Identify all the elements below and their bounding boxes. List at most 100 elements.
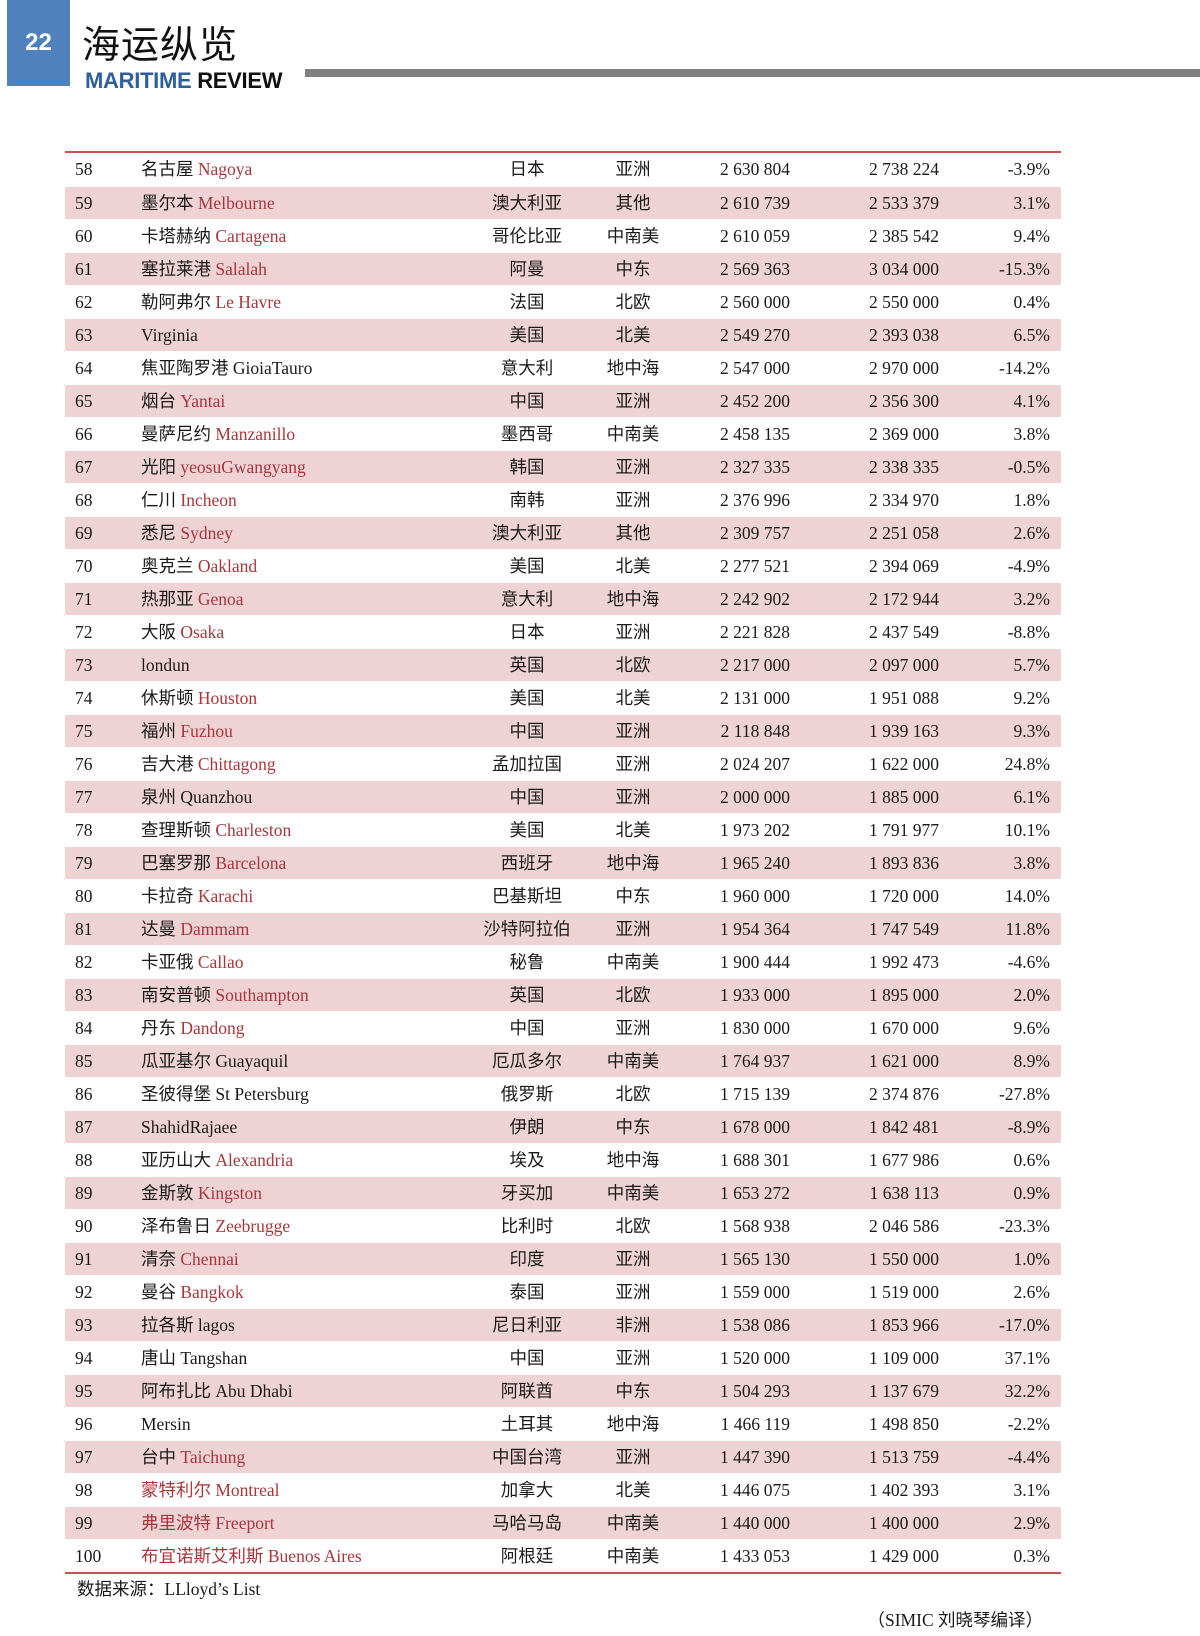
table-row: 92 曼谷 Bangkok 泰国 亚洲 1 559 000 1 519 000 2.6% bbox=[65, 1275, 1061, 1308]
throughput-current-cell: 1 440 000 bbox=[720, 1513, 790, 1533]
port-name-cn: 名古屋 bbox=[141, 159, 194, 179]
region-cell: 非洲 bbox=[615, 1315, 651, 1335]
rank-cell: 68 bbox=[75, 490, 93, 510]
throughput-previous-cell: 1 951 088 bbox=[869, 688, 939, 708]
country-cell: 俄罗斯 bbox=[500, 1084, 554, 1104]
table-row: 80 卡拉奇 Karachi 巴基斯坦 中东 1 960 000 1 720 000 14.… bbox=[65, 879, 1061, 912]
rank-cell: 79 bbox=[75, 853, 93, 873]
port-name-cell: 弗里波特 Freeport bbox=[141, 1507, 275, 1540]
throughput-current-cell: 1 688 301 bbox=[720, 1150, 790, 1170]
port-name-cell: 仁川 Incheon bbox=[141, 484, 237, 517]
rank-cell: 65 bbox=[75, 391, 93, 411]
region-cell: 北欧 bbox=[615, 655, 651, 675]
throughput-current-cell: 2 242 902 bbox=[720, 589, 790, 609]
rank-cell: 74 bbox=[75, 688, 93, 708]
table-row: 67 光阳 yeosuGwangyang 韩国 亚洲 2 327 335 2 338 33… bbox=[65, 450, 1061, 483]
throughput-current-cell: 2 327 335 bbox=[720, 457, 790, 477]
port-name-en: Cartagena bbox=[215, 226, 287, 246]
growth-rate-cell: -3.9% bbox=[1007, 159, 1050, 179]
port-name-en: Taichung bbox=[180, 1447, 246, 1467]
header-divider bbox=[305, 69, 1200, 77]
port-name-cn: 拉各斯 bbox=[141, 1315, 194, 1335]
port-name-en: Chittagong bbox=[197, 754, 276, 774]
table-row: 86 圣彼得堡 St Petersburg 俄罗斯 北欧 1 715 139 2 374 … bbox=[65, 1077, 1061, 1110]
throughput-previous-cell: 2 334 970 bbox=[869, 490, 939, 510]
region-cell: 亚洲 bbox=[615, 1018, 651, 1038]
growth-rate-cell: -15.3% bbox=[998, 259, 1050, 279]
throughput-previous-cell: 2 097 000 bbox=[869, 655, 939, 675]
rank-cell: 87 bbox=[75, 1117, 93, 1137]
throughput-previous-cell: 1 621 000 bbox=[869, 1051, 939, 1071]
throughput-previous-cell: 2 251 058 bbox=[869, 523, 939, 543]
growth-rate-cell: 0.4% bbox=[1013, 292, 1050, 312]
port-name-cn: 弗里波特 bbox=[141, 1513, 211, 1533]
section-title-en-maritime: MARITIME bbox=[85, 68, 192, 93]
growth-rate-cell: -4.9% bbox=[1007, 556, 1050, 576]
country-cell: 英国 bbox=[509, 655, 545, 675]
rank-cell: 84 bbox=[75, 1018, 93, 1038]
throughput-current-cell: 1 933 000 bbox=[720, 985, 790, 1005]
country-cell: 比利时 bbox=[500, 1216, 554, 1236]
port-name-cn: 台中 bbox=[141, 1447, 176, 1467]
port-name-en: Guayaquil bbox=[215, 1051, 289, 1071]
port-name-en: Houston bbox=[197, 688, 258, 708]
growth-rate-cell: 11.8% bbox=[1005, 919, 1050, 939]
throughput-previous-cell: 2 356 300 bbox=[869, 391, 939, 411]
growth-rate-cell: -8.9% bbox=[1007, 1117, 1050, 1137]
country-cell: 伊朗 bbox=[509, 1117, 545, 1137]
port-name-en: Abu Dhabi bbox=[215, 1381, 293, 1401]
port-name-cn: 光阳 bbox=[141, 457, 176, 477]
port-name-cell: 大阪 Osaka bbox=[141, 616, 224, 649]
region-cell: 中南美 bbox=[606, 1183, 660, 1203]
rank-cell: 85 bbox=[75, 1051, 93, 1071]
throughput-current-cell: 1 565 130 bbox=[720, 1249, 790, 1269]
table-row: 59 墨尔本 Melbourne 澳大利亚 其他 2 610 739 2 533 379 3… bbox=[65, 186, 1061, 219]
region-cell: 亚洲 bbox=[615, 1348, 651, 1368]
country-cell: 法国 bbox=[509, 292, 545, 312]
port-name-en: Genoa bbox=[197, 589, 244, 609]
section-title-cn: 海运纵览 bbox=[82, 25, 239, 67]
throughput-previous-cell: 2 550 000 bbox=[869, 292, 939, 312]
region-cell: 中南美 bbox=[606, 1513, 660, 1533]
rank-cell: 80 bbox=[75, 886, 93, 906]
port-name-cell: 清奈 Chennai bbox=[141, 1243, 239, 1276]
port-ranking-table: 58 名古屋 Nagoya 日本 亚洲 2 630 804 2 738 224 -3.9% 5… bbox=[65, 151, 1061, 1574]
region-cell: 亚洲 bbox=[615, 159, 651, 179]
port-name-cn: 泉州 bbox=[141, 787, 176, 807]
throughput-current-cell: 1 447 390 bbox=[720, 1447, 790, 1467]
throughput-previous-cell: 2 046 586 bbox=[869, 1216, 939, 1236]
port-name-en: Osaka bbox=[180, 622, 225, 642]
country-cell: 阿根廷 bbox=[500, 1546, 554, 1566]
port-name-cn: 巴塞罗那 bbox=[141, 853, 211, 873]
throughput-previous-cell: 1 895 000 bbox=[869, 985, 939, 1005]
port-name-en: Freeport bbox=[215, 1513, 275, 1533]
country-cell: 英国 bbox=[509, 985, 545, 1005]
port-name-cn: 墨尔本 bbox=[141, 193, 194, 213]
region-cell: 其他 bbox=[615, 523, 651, 543]
throughput-previous-cell: 2 338 335 bbox=[869, 457, 939, 477]
throughput-current-cell: 2 569 363 bbox=[720, 259, 790, 279]
country-cell: 巴基斯坦 bbox=[492, 886, 562, 906]
port-name-cell: 圣彼得堡 St Petersburg bbox=[141, 1078, 309, 1111]
region-cell: 中南美 bbox=[606, 1051, 660, 1071]
port-name-cell: londun bbox=[141, 649, 190, 682]
port-name-cell: 丹东 Dandong bbox=[141, 1012, 245, 1045]
table-row: 62 勒阿弗尔 Le Havre 法国 北欧 2 560 000 2 550 000 0.4… bbox=[65, 285, 1061, 318]
country-cell: 阿联酋 bbox=[500, 1381, 554, 1401]
rank-cell: 66 bbox=[75, 424, 93, 444]
growth-rate-cell: -4.4% bbox=[1007, 1447, 1050, 1467]
country-cell: 中国 bbox=[509, 391, 545, 411]
page-number-badge: 22 bbox=[7, 0, 70, 86]
table-row: 69 悉尼 Sydney 澳大利亚 其他 2 309 757 2 251 058 2.6% bbox=[65, 516, 1061, 549]
country-cell: 南韩 bbox=[509, 490, 545, 510]
throughput-current-cell: 2 221 828 bbox=[720, 622, 790, 642]
region-cell: 地中海 bbox=[606, 1414, 660, 1434]
port-name-cell: 悉尼 Sydney bbox=[141, 517, 233, 550]
table-row: 66 曼萨尼约 Manzanillo 墨西哥 中南美 2 458 135 2 369 00… bbox=[65, 417, 1061, 450]
throughput-previous-cell: 1 885 000 bbox=[869, 787, 939, 807]
port-name-en: Kingston bbox=[197, 1183, 263, 1203]
rank-cell: 90 bbox=[75, 1216, 93, 1236]
country-cell: 意大利 bbox=[500, 589, 554, 609]
country-cell: 秘鲁 bbox=[509, 952, 545, 972]
port-name-en: Le Havre bbox=[215, 292, 281, 312]
